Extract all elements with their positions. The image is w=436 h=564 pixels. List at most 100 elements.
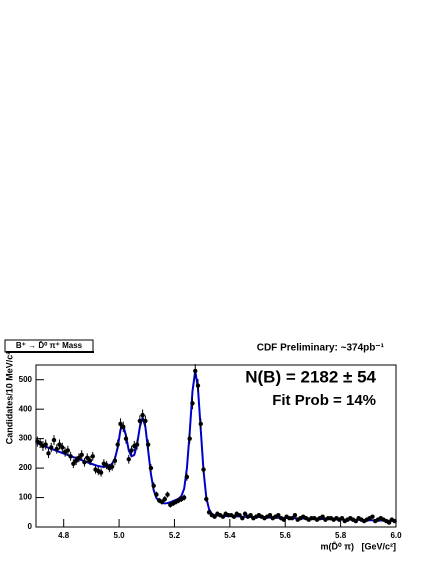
data-point (289, 515, 295, 521)
data-point (140, 409, 145, 421)
x-axis-label: m(D̄⁰ π) [GeV/c²] (320, 541, 396, 551)
data-point (126, 454, 131, 464)
marker (109, 464, 115, 469)
data-point (184, 473, 190, 481)
marker (73, 458, 79, 463)
marker (181, 495, 187, 500)
data-point (204, 496, 209, 502)
marker (242, 511, 248, 516)
marker (292, 513, 298, 518)
data-point (145, 439, 151, 450)
y-tick-label: 200 (19, 463, 33, 472)
data-point (85, 453, 90, 463)
data-point (115, 439, 120, 450)
marker (137, 418, 143, 424)
data-point (242, 511, 248, 516)
data-point (68, 451, 73, 461)
marker (51, 437, 57, 443)
marker (57, 442, 62, 447)
marker (43, 442, 48, 447)
y-tick-label: 500 (19, 375, 33, 384)
data-point (82, 457, 87, 467)
data-point (65, 445, 71, 456)
marker (65, 448, 71, 453)
data-point (98, 468, 104, 477)
data-point (276, 513, 281, 518)
data-point (392, 518, 397, 524)
marker (112, 458, 118, 463)
data-point (137, 415, 143, 427)
marker (87, 458, 93, 463)
y-tick-label: 0 (28, 522, 33, 531)
marker (115, 442, 120, 447)
data-point (220, 514, 226, 519)
marker (98, 470, 104, 475)
data-point (162, 496, 167, 502)
data-point (49, 442, 54, 453)
data-point (71, 459, 76, 469)
marker (220, 514, 226, 519)
marker (54, 446, 59, 452)
marker (85, 455, 90, 460)
marker (143, 418, 148, 424)
marker (154, 492, 159, 497)
data-point (148, 463, 154, 473)
data-point (195, 379, 201, 393)
data-point (112, 456, 118, 466)
marker (118, 421, 123, 427)
plot-frame (35, 364, 397, 528)
marker (320, 514, 325, 519)
data-point (143, 415, 148, 427)
data-point (118, 418, 123, 430)
data-point (76, 453, 82, 463)
data-point (240, 515, 245, 521)
x-tick-label: 5.2 (169, 531, 181, 540)
marker (148, 465, 154, 471)
marker (187, 436, 192, 441)
marker (76, 455, 82, 460)
marker (129, 448, 134, 453)
marker (195, 383, 201, 388)
marker (370, 514, 375, 519)
marker (46, 451, 51, 456)
marker (71, 461, 76, 466)
data-point (187, 433, 192, 444)
data-point (353, 518, 359, 524)
marker (386, 520, 392, 525)
data-point (54, 444, 59, 454)
data-point (73, 456, 79, 466)
marker (289, 515, 295, 521)
data-point (129, 445, 134, 456)
x-tick-label: 5.4 (224, 531, 236, 540)
marker (206, 510, 212, 515)
data-point (370, 514, 375, 519)
marker (184, 474, 190, 480)
marker (353, 518, 359, 524)
marker (79, 452, 84, 458)
data-point (201, 465, 206, 474)
marker (134, 442, 140, 447)
data-point (206, 510, 212, 515)
data-point (193, 364, 198, 378)
data-point (109, 462, 115, 471)
data-point (198, 418, 203, 430)
marker (281, 517, 287, 522)
marker (201, 467, 206, 472)
marker (240, 515, 245, 521)
marker (145, 442, 151, 447)
data-point (267, 513, 273, 518)
marker (159, 499, 165, 505)
x-tick-label: 5.6 (280, 531, 292, 540)
marker (104, 462, 109, 468)
data-point (339, 515, 345, 521)
data-point (165, 491, 170, 498)
y-tick-label: 300 (19, 434, 33, 443)
marker (162, 496, 167, 502)
marker (193, 368, 198, 374)
data-point (159, 499, 165, 505)
marker (121, 424, 126, 430)
data-point (154, 491, 159, 498)
annotation: Fit Prob = 14% (272, 392, 376, 409)
marker (198, 421, 203, 427)
